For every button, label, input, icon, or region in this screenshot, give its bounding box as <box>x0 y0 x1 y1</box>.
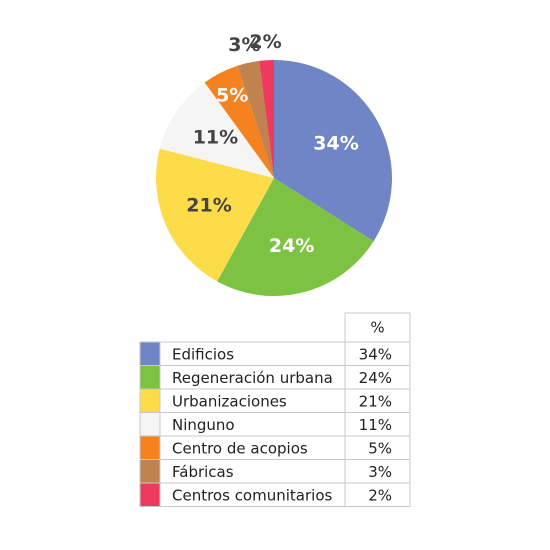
legend-swatch <box>139 341 161 366</box>
legend-swatch <box>139 365 161 390</box>
table-value: 21% <box>359 392 392 410</box>
pie-slice <box>274 60 392 242</box>
legend-swatch <box>139 459 161 484</box>
table-value: 24% <box>359 369 392 387</box>
slice-label: 24% <box>269 235 314 257</box>
legend-label: Urbanizaciones <box>172 392 287 410</box>
pie-slice <box>217 178 374 296</box>
slice-label: 3% <box>228 34 260 56</box>
legend-swatch <box>139 388 161 413</box>
legend-label: Centros comunitarios <box>172 486 332 504</box>
slice-label: 5% <box>216 84 248 106</box>
legend-swatch <box>139 482 161 507</box>
slice-label: 2% <box>249 31 281 53</box>
table-value: 34% <box>359 345 392 363</box>
pie-slice <box>204 65 274 178</box>
pie-slice <box>259 60 274 178</box>
legend-label: Edificios <box>172 345 234 363</box>
table-value: 5% <box>368 439 392 457</box>
pie-slice <box>237 60 274 178</box>
legend-label: Regeneración urbana <box>172 369 333 387</box>
table-header: % <box>370 319 384 337</box>
pie-slice <box>159 82 274 178</box>
slice-label: 11% <box>193 127 238 149</box>
slice-label: 34% <box>313 132 358 154</box>
table-value: 2% <box>368 486 392 504</box>
legend-swatch <box>139 435 161 460</box>
legend-label: Centro de acopios <box>172 439 308 457</box>
legend-swatch <box>139 412 161 437</box>
pie-slice <box>156 148 274 282</box>
legend-label: Fábricas <box>172 463 234 481</box>
slice-label: 21% <box>186 195 231 217</box>
table-value: 11% <box>359 416 392 434</box>
legend-label: Ninguno <box>172 416 235 434</box>
table-value: 3% <box>368 463 392 481</box>
